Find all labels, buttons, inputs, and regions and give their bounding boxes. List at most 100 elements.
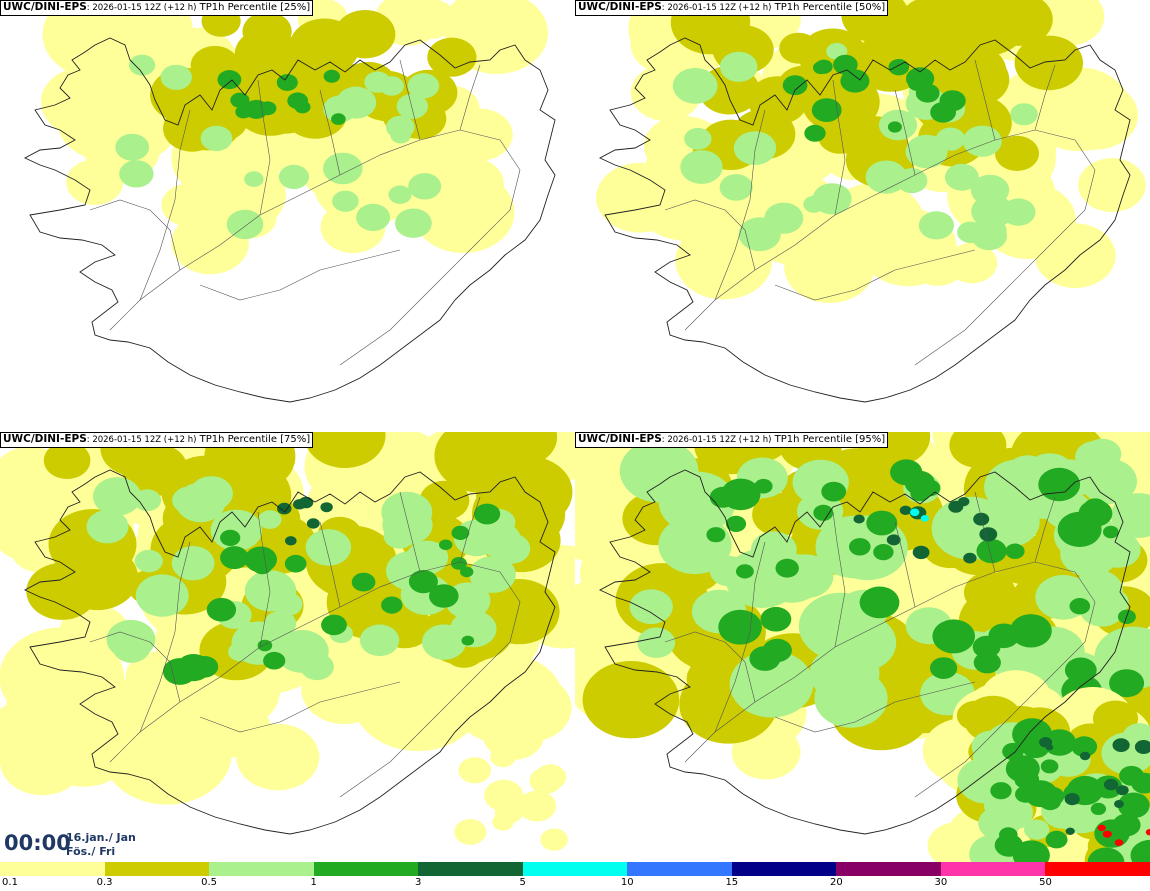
precip-area <box>276 74 298 91</box>
road-line <box>139 109 191 301</box>
precip-area <box>804 124 826 142</box>
precip-area <box>972 740 1013 773</box>
precip-area <box>129 54 156 76</box>
road-line <box>399 59 421 141</box>
precip-area <box>210 509 262 551</box>
precip-area <box>886 534 901 546</box>
precip-area <box>93 477 142 516</box>
precip-area <box>244 570 297 612</box>
precip-area <box>932 619 975 654</box>
precip-area <box>351 572 376 592</box>
precip-area <box>918 211 954 240</box>
precip-area <box>427 37 477 77</box>
precip-area <box>230 92 250 108</box>
valid-weekday: Fös./ Fri <box>66 845 116 858</box>
precip-area <box>406 540 449 575</box>
precip-area <box>720 478 761 511</box>
precip-area <box>948 500 964 513</box>
precip-area <box>284 554 307 573</box>
precip-area <box>706 527 726 543</box>
precip-area <box>356 203 391 231</box>
road-line <box>1034 496 1056 563</box>
precip-area <box>323 152 363 185</box>
precip-area <box>973 651 1001 674</box>
road-line <box>257 79 271 216</box>
precip-area <box>988 623 1020 649</box>
colorbar-tick-label: 0.1 <box>2 877 18 888</box>
precip-area <box>1130 839 1150 864</box>
precip-area <box>1079 751 1091 761</box>
precip-area <box>833 54 858 75</box>
precip-area <box>672 67 718 104</box>
precip-area <box>629 589 673 625</box>
valid-date: 16.jan./ Jan <box>66 831 136 844</box>
precip-area <box>244 171 264 187</box>
precip-area <box>986 0 1053 46</box>
map-panel-p75: UWC/DINI-EPS: 2026-01-15 12Z (+12 h) TP1… <box>0 432 575 864</box>
precip-area <box>461 635 475 646</box>
colorbar-swatch <box>104 862 210 876</box>
panel-title-p95: UWC/DINI-EPS: 2026-01-15 12Z (+12 h) TP1… <box>575 432 889 448</box>
precip-area <box>293 499 306 510</box>
precip-area <box>379 76 404 96</box>
precip-area <box>517 790 557 822</box>
precip-area <box>477 522 522 558</box>
precip-area <box>304 432 386 468</box>
precip-area <box>733 131 777 166</box>
precip-area <box>1117 792 1150 819</box>
precip-area <box>813 504 834 521</box>
precip-area <box>1005 543 1025 559</box>
precip-area <box>220 546 249 570</box>
precip-area <box>460 566 474 578</box>
colorbar-swatch <box>836 862 941 876</box>
precip-area <box>1015 785 1036 803</box>
road-line <box>664 631 756 703</box>
precip-area <box>263 651 286 670</box>
road-line <box>89 631 181 703</box>
precip-area <box>762 638 792 663</box>
precip-area <box>213 158 276 208</box>
precip-area <box>278 164 309 189</box>
precip-area <box>408 570 438 594</box>
precip-area <box>1038 467 1081 502</box>
precip-area <box>200 125 233 152</box>
colorbar-swatch <box>1045 862 1150 876</box>
valid-time: 00:00 <box>4 831 71 855</box>
precip-area <box>912 545 930 560</box>
road-line <box>664 199 756 271</box>
precip-area <box>1078 499 1113 527</box>
precip-area <box>956 700 994 731</box>
precip-area <box>811 98 842 122</box>
precip-area <box>490 746 516 768</box>
colorbar-tick-label: 0.3 <box>96 877 113 888</box>
colorbar-swatch <box>313 862 419 876</box>
precip-area <box>949 432 1007 468</box>
precip-area <box>719 51 758 82</box>
road-line <box>714 109 766 301</box>
road-line <box>894 521 916 608</box>
precip-area <box>658 471 736 534</box>
precip-area <box>133 489 162 512</box>
colorbar-swatch <box>940 862 1046 876</box>
road-line <box>319 521 341 608</box>
precip-area <box>896 168 928 194</box>
road-line <box>139 541 191 733</box>
precip-area <box>1065 827 1075 835</box>
precip-area <box>725 515 747 532</box>
precip-area <box>920 515 930 522</box>
colorbar-tick-label: 5 <box>519 877 526 888</box>
colorbar-tick-label: 3 <box>414 877 422 888</box>
road-line <box>714 541 766 733</box>
precip-area <box>945 163 979 191</box>
colorbar-tick-label: 30 <box>934 877 948 888</box>
colorbar-tick-label: 50 <box>1039 877 1052 888</box>
colorbar-tick-label: 10 <box>620 877 634 888</box>
precip-area <box>486 673 572 742</box>
colorbar-swatch <box>731 862 837 876</box>
precip-area <box>277 502 292 515</box>
precip-area <box>451 525 470 540</box>
colorbar-swatch <box>0 862 105 876</box>
precip-area <box>381 596 403 614</box>
precip-area <box>1040 759 1059 774</box>
precip-area <box>775 558 799 578</box>
